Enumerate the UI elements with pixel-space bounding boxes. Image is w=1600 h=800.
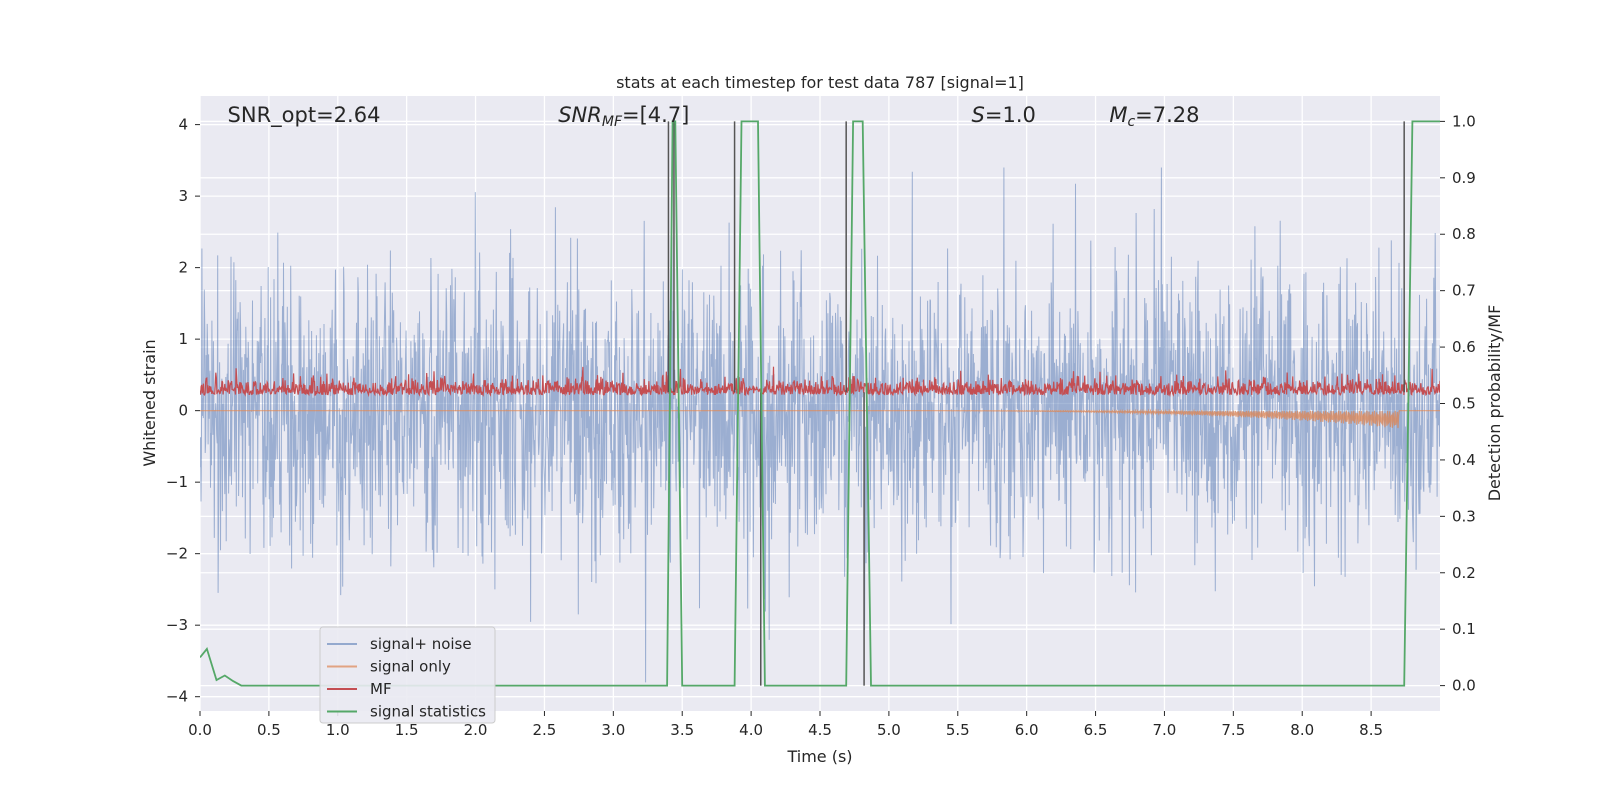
legend-label: signal+ noise [370,635,472,653]
annotation: SNR_opt=2.64 [228,103,381,128]
y-tick-label: −2 [166,545,188,563]
y2-axis-label: Detection probability/MF [1485,305,1504,502]
x-tick-label: 7.0 [1153,721,1177,739]
y-axis-ticks: 4 3 2 1 0 −1 −2 −3 −4 [166,116,200,706]
x-tick-label: 6.5 [1084,721,1108,739]
signal-statistics-series [200,120,1440,687]
mf-line [200,366,1440,398]
x-tick-label: 6.0 [1015,721,1039,739]
y-tick-label: 2 [178,259,188,277]
y2-tick-label: 0.5 [1452,395,1476,413]
signal-statistics-line [200,120,1440,687]
annotation: Mc=7.28 [1109,103,1199,130]
x-tick-label: 2.0 [464,721,488,739]
legend-label: MF [370,680,392,698]
x-tick-label: 7.5 [1221,721,1245,739]
x-tick-label: 0.5 [257,721,281,739]
mf-series [200,121,1440,686]
y2-tick-label: 1.0 [1452,112,1476,130]
y-axis-label: Whitened strain [140,339,159,466]
signal-only-series [200,408,1440,429]
x-tick-label: 2.5 [533,721,557,739]
x-tick-label: 8.0 [1290,721,1314,739]
y-tick-label: 4 [178,116,188,134]
x-tick-label: 5.0 [877,721,901,739]
y2-tick-label: 0.3 [1452,507,1476,525]
x-tick-label: 3.0 [601,721,625,739]
annotation: SNRMF=[4.7] [558,103,689,130]
y-tick-label: −1 [166,473,188,491]
y-tick-label: 1 [178,330,188,348]
x-tick-label: 3.5 [670,721,694,739]
x-tick-label: 4.5 [808,721,832,739]
annotations: SNR_opt=2.64 SNRMF=[4.7] S=1.0 Mc=7.28 [228,103,1200,130]
y2-tick-label: 0.6 [1452,338,1476,356]
legend-label: signal statistics [370,703,486,721]
y2-tick-label: 0.0 [1452,677,1476,695]
y2-tick-label: 0.9 [1452,169,1476,187]
x-tick-label: 0.0 [188,721,212,739]
y-tick-label: −4 [166,688,188,706]
legend-box [319,626,496,724]
y-tick-label: 3 [178,187,188,205]
x-axis-ticks: 0.0 0.5 1.0 1.5 2.0 2.5 3.0 3.5 4.0 4.5 5.0 5.5 6.0 6… [188,711,1383,739]
series-layer [200,120,1440,687]
x-tick-label: 5.5 [946,721,970,739]
y-tick-label: −3 [166,616,188,634]
x-tick-label: 1.5 [395,721,419,739]
y2-tick-label: 0.8 [1452,225,1476,243]
x-tick-label: 8.5 [1359,721,1383,739]
x-axis-label: Time (s) [786,747,852,766]
y2-axis-ticks: 1.0 0.9 0.8 0.7 0.6 0.5 0.4 0.3 0.2 0.1 0.0 [1440,112,1476,695]
signal-only-line [200,408,1440,429]
annotation: S=1.0 [972,103,1036,127]
y2-tick-label: 0.1 [1452,620,1476,638]
y2-tick-label: 0.4 [1452,451,1476,469]
x-tick-label: 1.0 [326,721,350,739]
legend: signal+ noise signal only MF signal statist… [319,626,496,724]
y2-tick-label: 0.2 [1452,564,1476,582]
legend-label: signal only [370,658,451,676]
y-tick-label: 0 [178,402,188,420]
x-tick-label: 4.0 [739,721,763,739]
y2-tick-label: 0.7 [1452,282,1476,300]
chart-title: stats at each timestep for test data 787… [616,73,1024,92]
